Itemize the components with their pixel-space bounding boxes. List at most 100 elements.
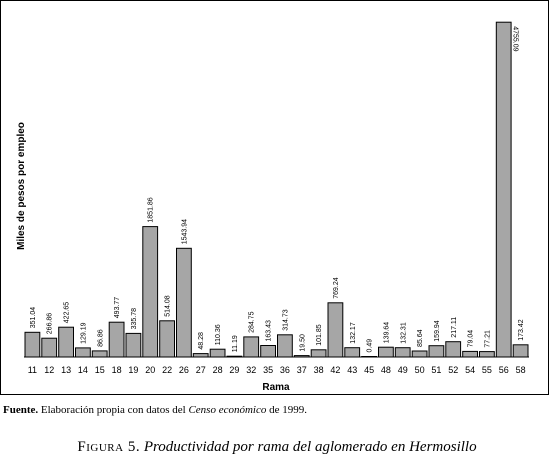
value-label-15: 86.86 bbox=[97, 329, 104, 347]
bar-12 bbox=[41, 337, 58, 358]
bar-38 bbox=[310, 349, 327, 358]
x-tick-15: 15 bbox=[95, 365, 105, 375]
value-label-38: 101.85 bbox=[316, 324, 323, 346]
x-tick-52: 52 bbox=[448, 365, 458, 375]
value-label-32: 284.75 bbox=[249, 311, 256, 333]
bar-51 bbox=[428, 345, 445, 358]
x-tick-58: 58 bbox=[516, 365, 526, 375]
value-label-29: 11.19 bbox=[232, 335, 239, 352]
bar-15 bbox=[91, 350, 108, 358]
x-tick-20: 20 bbox=[145, 365, 155, 375]
x-tick-55: 55 bbox=[482, 365, 492, 375]
bar-43 bbox=[344, 347, 361, 358]
bar-52 bbox=[445, 341, 462, 358]
x-tick-11: 11 bbox=[28, 365, 37, 375]
value-label-14: 129.19 bbox=[80, 322, 87, 344]
figure-caption: Figura 5. Productividad por rama del agl… bbox=[0, 439, 554, 456]
value-label-11: 351.04 bbox=[30, 307, 37, 329]
value-label-50: 85.64 bbox=[417, 329, 424, 347]
bar-18 bbox=[108, 321, 125, 358]
source-lead: Fuente. bbox=[3, 404, 39, 416]
x-axis-title: Rama bbox=[262, 382, 290, 393]
x-tick-18: 18 bbox=[112, 365, 122, 375]
x-tick-42: 42 bbox=[330, 365, 340, 375]
x-tick-49: 49 bbox=[398, 365, 408, 375]
bar-22 bbox=[159, 320, 175, 358]
bar-11 bbox=[24, 331, 41, 358]
x-tick-45: 45 bbox=[364, 365, 374, 375]
value-label-13: 422.65 bbox=[64, 302, 71, 324]
bar-50 bbox=[411, 350, 428, 358]
bar-13 bbox=[58, 326, 75, 358]
value-label-19: 335.78 bbox=[131, 308, 138, 330]
x-tick-22: 22 bbox=[162, 365, 172, 375]
chart-frame bbox=[0, 0, 549, 395]
value-label-51: 159.94 bbox=[434, 320, 441, 342]
value-label-28: 110.36 bbox=[215, 324, 222, 345]
x-tick-37: 37 bbox=[297, 365, 307, 375]
x-tick-26: 26 bbox=[179, 365, 189, 375]
value-label-12: 266.86 bbox=[47, 313, 54, 335]
value-label-35: 163.43 bbox=[266, 320, 273, 342]
x-tick-56: 56 bbox=[499, 365, 509, 375]
value-label-27: 48.28 bbox=[198, 332, 205, 350]
value-label-49: 132.31 bbox=[400, 322, 407, 344]
value-label-54: 79.04 bbox=[468, 330, 475, 348]
bar-27 bbox=[192, 353, 209, 358]
x-tick-51: 51 bbox=[431, 365, 441, 375]
x-tick-50: 50 bbox=[415, 365, 425, 375]
source-italic: Censo económico bbox=[188, 404, 267, 416]
value-label-18: 493.77 bbox=[114, 297, 121, 319]
value-label-37: 19.50 bbox=[299, 334, 306, 352]
x-tick-48: 48 bbox=[381, 365, 391, 375]
bar-54 bbox=[462, 350, 479, 358]
bar-28 bbox=[209, 348, 226, 358]
x-tick-32: 32 bbox=[246, 365, 256, 375]
x-tick-28: 28 bbox=[213, 365, 223, 375]
bar-55 bbox=[479, 351, 495, 358]
x-tick-35: 35 bbox=[263, 365, 273, 375]
x-tick-14: 14 bbox=[78, 365, 88, 375]
bars-layer: 351.04 266.86 422.65 129.19 86.86 493.77 335.7… bbox=[24, 21, 529, 358]
x-tick-54: 54 bbox=[465, 365, 475, 375]
value-label-26: 1543.94 bbox=[181, 219, 188, 244]
bar-20 bbox=[142, 226, 159, 358]
value-label-58: 173.42 bbox=[518, 319, 525, 341]
bar-32 bbox=[243, 336, 260, 358]
bar-14 bbox=[75, 347, 91, 358]
x-tick-labels: 11 12 13 14 15 18 19 20 22 26 27 28 29 32 35 36 37 38 42 43… bbox=[28, 365, 526, 375]
bar-35 bbox=[260, 345, 277, 358]
bar-58 bbox=[512, 344, 529, 358]
value-label-48: 139.64 bbox=[383, 322, 390, 344]
value-label-56: 4755.09 bbox=[512, 26, 519, 51]
value-label-20: 1851.86 bbox=[148, 197, 155, 222]
x-tick-13: 13 bbox=[61, 365, 71, 375]
value-label-36: 314.73 bbox=[282, 309, 289, 331]
value-label-43: 132.17 bbox=[350, 322, 357, 344]
value-label-55: 77.21 bbox=[484, 330, 491, 348]
bar-49 bbox=[394, 347, 411, 358]
y-axis-title: Miles de pesos por empleo bbox=[16, 122, 27, 250]
value-label-22: 514.08 bbox=[165, 295, 172, 317]
x-tick-29: 29 bbox=[229, 365, 239, 375]
bar-chart: 351.04 266.86 422.65 129.19 86.86 493.77 335.7… bbox=[16, 21, 529, 393]
x-tick-12: 12 bbox=[44, 365, 54, 375]
bar-48 bbox=[378, 346, 394, 358]
value-label-42: 769.24 bbox=[333, 277, 340, 299]
bar-42 bbox=[327, 302, 344, 358]
x-tick-19: 19 bbox=[128, 365, 138, 375]
x-tick-27: 27 bbox=[196, 365, 206, 375]
bar-36 bbox=[277, 334, 293, 358]
x-tick-43: 43 bbox=[347, 365, 357, 375]
source-text-before: Elaboración propia con datos del bbox=[38, 404, 189, 416]
caption-figure-number: Figura 5. bbox=[77, 439, 141, 455]
source-text-after: de 1999. bbox=[266, 404, 307, 416]
x-tick-38: 38 bbox=[314, 365, 324, 375]
value-label-45: 0.49 bbox=[367, 339, 374, 353]
x-tick-36: 36 bbox=[280, 365, 290, 375]
bar-56 bbox=[495, 21, 512, 358]
source-note: Fuente. Elaboración propia con datos del… bbox=[3, 404, 548, 416]
bar-19 bbox=[125, 332, 142, 358]
value-label-52: 217.11 bbox=[451, 317, 458, 338]
bar-26 bbox=[176, 247, 192, 358]
